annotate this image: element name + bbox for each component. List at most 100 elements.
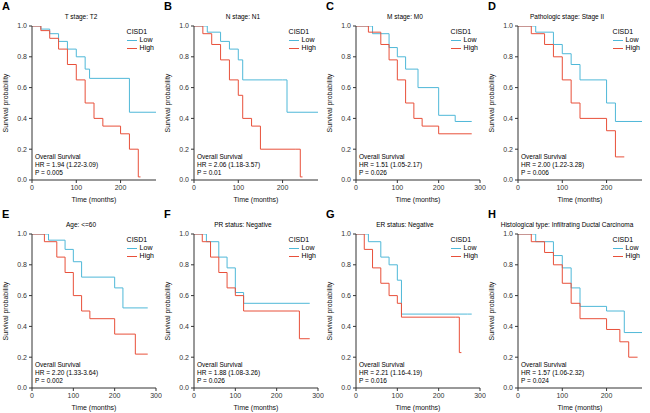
svg-text:100: 100 xyxy=(67,392,79,399)
svg-text:1.0: 1.0 xyxy=(179,22,189,29)
svg-text:Survival probability: Survival probability xyxy=(8,281,10,340)
svg-text:0.4: 0.4 xyxy=(503,115,513,122)
svg-text:0.4: 0.4 xyxy=(503,323,513,330)
svg-text:1.0: 1.0 xyxy=(503,230,513,237)
svg-text:Time (months): Time (months) xyxy=(396,404,441,412)
svg-text:0.0: 0.0 xyxy=(17,176,27,183)
svg-text:0.0: 0.0 xyxy=(341,384,351,391)
svg-text:0.2: 0.2 xyxy=(17,146,27,153)
svg-text:0.2: 0.2 xyxy=(503,146,513,153)
svg-text:0.0: 0.0 xyxy=(179,176,189,183)
svg-text:1.0: 1.0 xyxy=(341,22,351,29)
svg-text:Time (months): Time (months) xyxy=(396,196,441,204)
html-text:T stage: T2: T stage: T2 xyxy=(64,13,98,20)
svg-text:Survival probability: Survival probability xyxy=(488,73,496,132)
svg-text:300: 300 xyxy=(150,392,162,399)
svg-text:0.0: 0.0 xyxy=(503,176,513,183)
svg-text:Time (months): Time (months) xyxy=(558,404,603,412)
svg-text:100: 100 xyxy=(232,184,244,191)
svg-text:0.4: 0.4 xyxy=(341,115,351,122)
svg-text:0: 0 xyxy=(516,392,520,399)
svg-text:0.2: 0.2 xyxy=(341,146,351,153)
svg-text:200: 200 xyxy=(433,184,445,191)
svg-text:0: 0 xyxy=(516,184,520,191)
svg-text:0.4: 0.4 xyxy=(179,323,189,330)
svg-text:0.6: 0.6 xyxy=(503,84,513,91)
svg-text:0.2: 0.2 xyxy=(179,354,189,361)
svg-text:Time (months): Time (months) xyxy=(72,196,117,204)
svg-text:Survival probability: Survival probability xyxy=(488,281,496,340)
html-text:B: B xyxy=(164,0,172,12)
svg-text:0.2: 0.2 xyxy=(503,354,513,361)
svg-text:Survival probability: Survival probability xyxy=(8,73,10,132)
html-text:E: E xyxy=(2,208,10,220)
svg-text:1.0: 1.0 xyxy=(341,230,351,237)
svg-text:0.4: 0.4 xyxy=(17,115,27,122)
svg-text:1.0: 1.0 xyxy=(179,230,189,237)
svg-text:Survival probability: Survival probability xyxy=(326,281,334,340)
svg-text:0: 0 xyxy=(192,184,196,191)
svg-text:Time (months): Time (months) xyxy=(558,196,603,204)
svg-text:0.4: 0.4 xyxy=(17,323,27,330)
svg-text:0.0: 0.0 xyxy=(341,176,351,183)
svg-text:0.8: 0.8 xyxy=(17,53,27,60)
svg-text:0.2: 0.2 xyxy=(341,354,351,361)
svg-text:200: 200 xyxy=(601,392,613,399)
svg-text:0.6: 0.6 xyxy=(17,84,27,91)
svg-text:200: 200 xyxy=(271,392,283,399)
svg-text:100: 100 xyxy=(70,184,82,191)
svg-text:300: 300 xyxy=(474,184,486,191)
svg-text:0.0: 0.0 xyxy=(17,384,27,391)
svg-text:200: 200 xyxy=(277,184,289,191)
svg-text:0.8: 0.8 xyxy=(179,261,189,268)
html-text:D: D xyxy=(488,0,496,12)
svg-text:0.2: 0.2 xyxy=(17,354,27,361)
svg-text:0.6: 0.6 xyxy=(179,292,189,299)
svg-text:200: 200 xyxy=(433,392,445,399)
svg-text:0.6: 0.6 xyxy=(17,292,27,299)
svg-text:300: 300 xyxy=(474,392,486,399)
svg-text:0.2: 0.2 xyxy=(179,146,189,153)
svg-text:0.8: 0.8 xyxy=(17,261,27,268)
svg-text:0: 0 xyxy=(30,184,34,191)
svg-text:0: 0 xyxy=(192,392,196,399)
svg-text:200: 200 xyxy=(601,184,613,191)
svg-text:Survival probability: Survival probability xyxy=(164,281,172,340)
svg-text:0.6: 0.6 xyxy=(341,292,351,299)
svg-text:Survival probability: Survival probability xyxy=(164,73,172,132)
svg-text:Time (months): Time (months) xyxy=(234,404,279,412)
svg-text:100: 100 xyxy=(556,392,568,399)
html-text:G: G xyxy=(326,208,335,220)
html-text:A: A xyxy=(2,0,10,12)
svg-text:0.4: 0.4 xyxy=(179,115,189,122)
svg-text:0: 0 xyxy=(354,184,358,191)
svg-text:Time (months): Time (months) xyxy=(234,196,279,204)
svg-text:200: 200 xyxy=(109,392,121,399)
svg-text:100: 100 xyxy=(556,184,568,191)
svg-text:Survival probability: Survival probability xyxy=(326,73,334,132)
svg-text:100: 100 xyxy=(229,392,241,399)
svg-text:0.4: 0.4 xyxy=(341,323,351,330)
svg-text:0.0: 0.0 xyxy=(179,384,189,391)
svg-text:0.0: 0.0 xyxy=(503,384,513,391)
svg-text:200: 200 xyxy=(115,184,127,191)
svg-text:1.0: 1.0 xyxy=(17,22,27,29)
svg-text:300: 300 xyxy=(312,392,324,399)
svg-text:0.6: 0.6 xyxy=(341,84,351,91)
svg-text:1.0: 1.0 xyxy=(17,230,27,237)
svg-text:0.8: 0.8 xyxy=(341,261,351,268)
svg-text:0: 0 xyxy=(30,392,34,399)
svg-text:0.6: 0.6 xyxy=(503,292,513,299)
svg-text:1.0: 1.0 xyxy=(503,22,513,29)
svg-text:0.8: 0.8 xyxy=(503,261,513,268)
svg-text:0.8: 0.8 xyxy=(341,53,351,60)
svg-text:Time (months): Time (months) xyxy=(72,404,117,412)
svg-text:0.8: 0.8 xyxy=(179,53,189,60)
svg-text:100: 100 xyxy=(391,184,403,191)
html-text:C: C xyxy=(326,0,334,12)
svg-text:0.6: 0.6 xyxy=(179,84,189,91)
html-text:H: H xyxy=(488,208,496,220)
svg-text:100: 100 xyxy=(391,392,403,399)
svg-text:0.8: 0.8 xyxy=(503,53,513,60)
svg-text:0: 0 xyxy=(354,392,358,399)
